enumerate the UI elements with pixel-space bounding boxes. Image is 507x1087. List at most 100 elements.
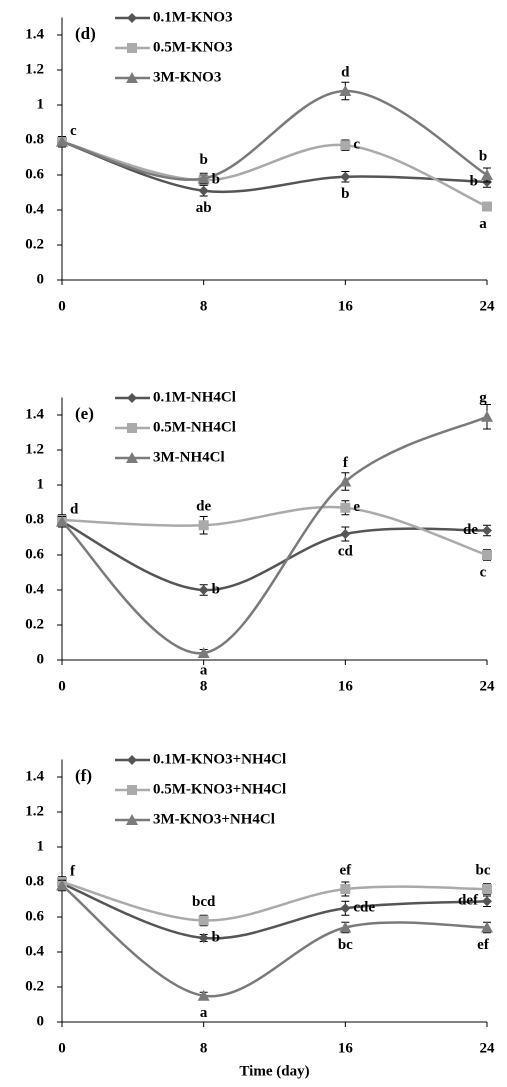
significance-letter: g bbox=[479, 390, 487, 406]
legend-label: 0.5M-KNO3+NH4Cl bbox=[153, 781, 286, 797]
y-tick-label: 0.2 bbox=[25, 978, 44, 994]
legend-label: 3M-NH4Cl bbox=[153, 449, 225, 465]
marker bbox=[198, 185, 209, 196]
marker bbox=[482, 884, 492, 894]
series-line bbox=[61, 880, 488, 922]
y-tick-label: 0.6 bbox=[25, 166, 44, 182]
y-tick-label: 0.8 bbox=[25, 873, 44, 889]
y-tick-label: 0.6 bbox=[25, 546, 44, 562]
x-tick-label: 24 bbox=[480, 298, 496, 314]
significance-letter: ef bbox=[477, 937, 490, 953]
significance-letter: a bbox=[479, 216, 487, 232]
significance-letter: a bbox=[200, 1005, 208, 1021]
significance-letter: b bbox=[199, 152, 207, 168]
marker bbox=[56, 879, 68, 891]
significance-letter: b bbox=[470, 173, 478, 189]
y-tick-label: 0.8 bbox=[25, 511, 44, 527]
series-line bbox=[61, 140, 488, 208]
marker bbox=[481, 410, 493, 422]
significance-letter: f bbox=[343, 455, 349, 471]
marker bbox=[482, 525, 492, 536]
y-tick-label: 0 bbox=[37, 651, 45, 667]
marker bbox=[340, 903, 351, 914]
marker bbox=[127, 785, 137, 795]
y-tick-label: 1 bbox=[37, 476, 45, 492]
marker bbox=[339, 475, 352, 487]
significance-letter: c bbox=[353, 137, 360, 153]
y-tick-label: 1.4 bbox=[25, 406, 44, 422]
significance-letter: d bbox=[70, 501, 79, 517]
marker bbox=[56, 515, 68, 527]
series-line bbox=[61, 884, 488, 998]
marker bbox=[481, 921, 493, 933]
significance-letter: b bbox=[212, 581, 220, 597]
x-tick-label: 24 bbox=[480, 1040, 496, 1056]
y-tick-label: 0.6 bbox=[25, 908, 44, 924]
series-line bbox=[61, 89, 488, 181]
y-tick-label: 0.4 bbox=[25, 201, 44, 217]
significance-letter: cde bbox=[353, 900, 375, 916]
y-tick-label: 0.2 bbox=[25, 616, 44, 632]
x-tick-label: 24 bbox=[480, 678, 496, 694]
marker bbox=[482, 550, 492, 560]
x-tick-label: 0 bbox=[58, 298, 66, 314]
y-tick-label: 0 bbox=[37, 271, 45, 287]
marker bbox=[197, 647, 210, 658]
y-tick-label: 1.2 bbox=[25, 441, 44, 457]
series-line bbox=[61, 882, 488, 940]
significance-letter: ab bbox=[196, 200, 212, 216]
marker bbox=[127, 755, 137, 765]
marker bbox=[127, 423, 137, 433]
marker bbox=[127, 43, 137, 53]
significance-letter: bc bbox=[476, 862, 491, 878]
marker bbox=[481, 169, 493, 180]
marker bbox=[198, 520, 209, 531]
panel-label: (d) bbox=[75, 24, 96, 43]
marker bbox=[482, 896, 492, 907]
marker bbox=[482, 201, 492, 212]
significance-letter: ef bbox=[340, 862, 353, 878]
y-tick-label: 1 bbox=[37, 96, 45, 112]
significance-letter: b bbox=[212, 929, 220, 945]
significance-letter: de bbox=[463, 522, 478, 538]
series-line bbox=[61, 505, 488, 557]
y-tick-label: 0.4 bbox=[25, 581, 44, 597]
significance-letter: de bbox=[196, 499, 211, 515]
y-tick-label: 1.2 bbox=[25, 61, 44, 77]
y-tick-label: 1.4 bbox=[25, 26, 44, 42]
significance-letter: c bbox=[70, 123, 77, 139]
marker bbox=[56, 135, 68, 147]
y-tick-label: 0.4 bbox=[25, 943, 44, 959]
legend-label: 3M-KNO3 bbox=[153, 69, 221, 85]
marker bbox=[340, 171, 351, 182]
x-tick-label: 16 bbox=[338, 1040, 354, 1056]
y-tick-label: 0 bbox=[37, 1013, 45, 1029]
x-tick-label: 8 bbox=[200, 1040, 208, 1056]
marker bbox=[340, 884, 351, 894]
marker bbox=[126, 814, 138, 825]
marker bbox=[340, 140, 351, 151]
x-tick-label: 16 bbox=[338, 298, 354, 314]
significance-letter: f bbox=[70, 863, 76, 879]
panel-label: (e) bbox=[75, 404, 94, 423]
marker bbox=[127, 393, 137, 403]
marker bbox=[339, 85, 352, 96]
significance-letter: a bbox=[200, 662, 208, 678]
legend-label: 0.5M-KNO3 bbox=[153, 39, 233, 55]
y-tick-label: 1.2 bbox=[25, 803, 44, 819]
series-line bbox=[61, 415, 488, 655]
significance-letter: e bbox=[353, 499, 360, 515]
x-tick-label: 16 bbox=[338, 678, 354, 694]
significance-letter: b bbox=[212, 172, 220, 188]
legend-label: 3M-KNO3+NH4Cl bbox=[153, 811, 275, 827]
legend-label: 0.5M-NH4Cl bbox=[153, 419, 236, 435]
x-axis-label: Time (day) bbox=[239, 1063, 309, 1079]
y-tick-label: 0.2 bbox=[25, 236, 44, 252]
marker bbox=[127, 13, 137, 23]
legend-label: 0.1M-NH4Cl bbox=[153, 389, 236, 405]
series-line bbox=[61, 140, 488, 194]
significance-letter: d bbox=[341, 64, 350, 80]
marker bbox=[198, 933, 209, 943]
marker bbox=[340, 529, 351, 539]
x-tick-label: 0 bbox=[58, 1040, 66, 1056]
